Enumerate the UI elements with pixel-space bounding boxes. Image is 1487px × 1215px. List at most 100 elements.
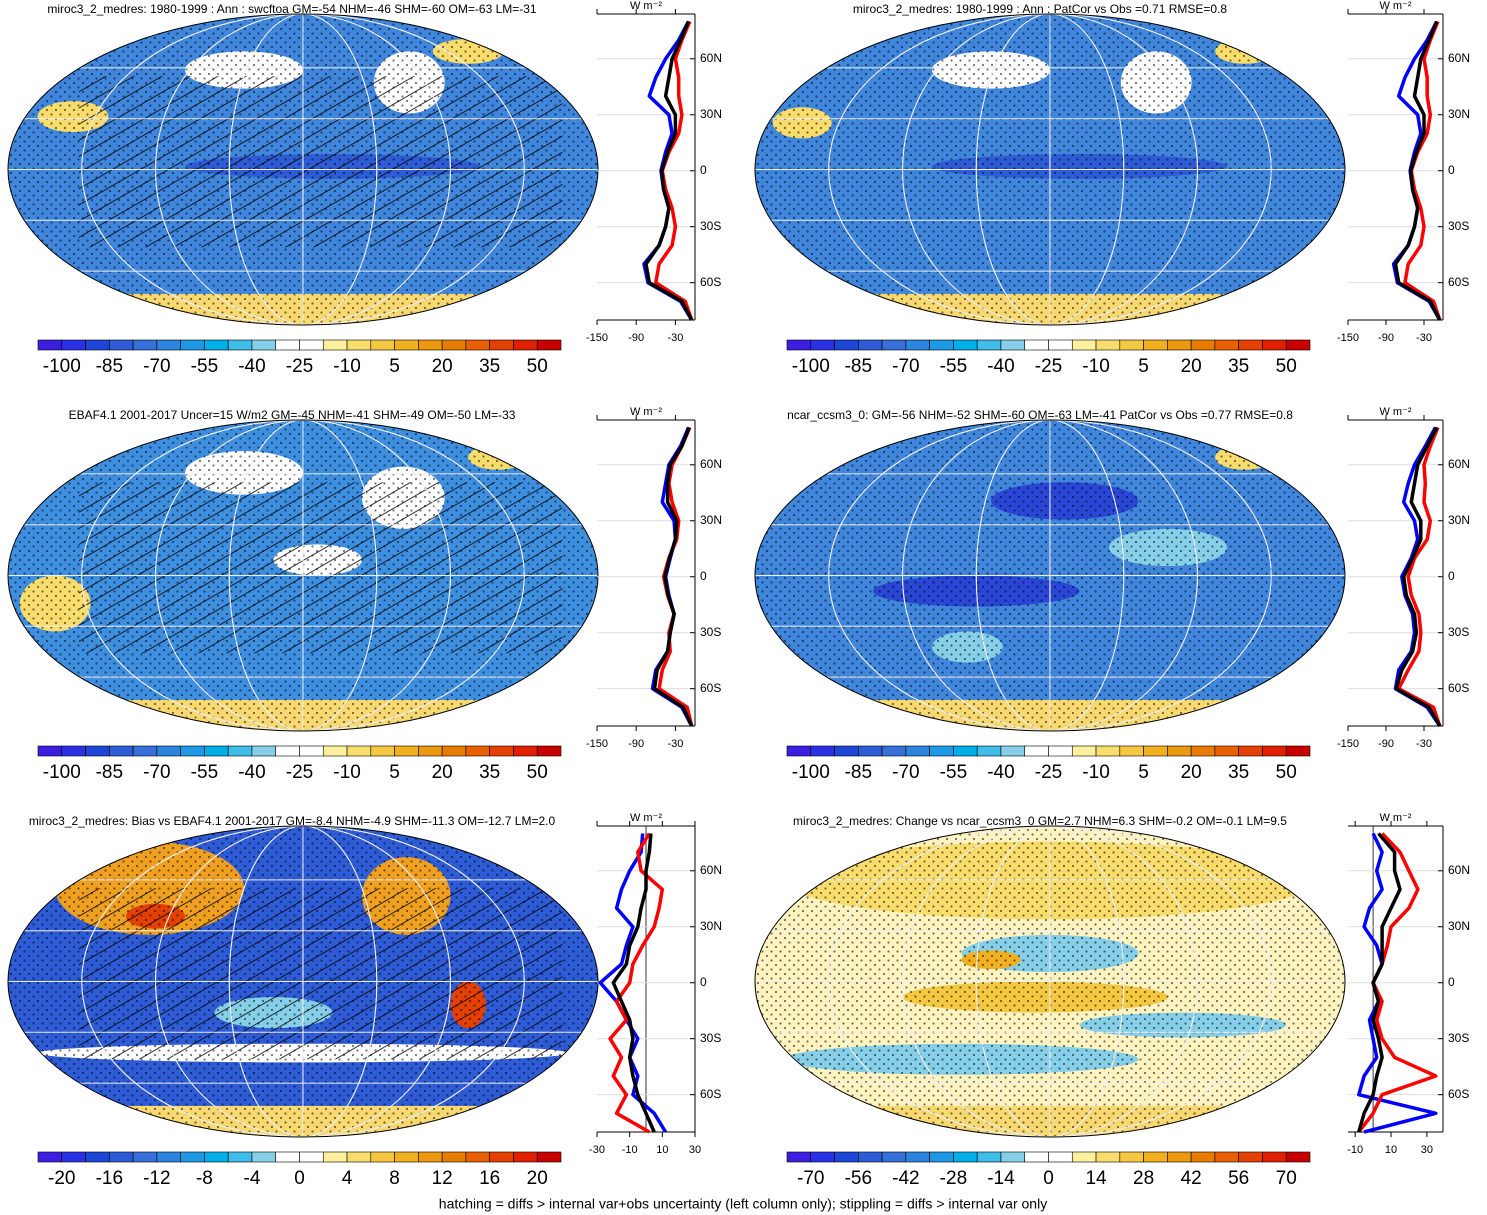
colorbar-box — [786, 339, 812, 351]
colorbar-box — [1143, 1151, 1168, 1163]
y-tick-label: 30N — [1448, 919, 1470, 933]
colorbar-label: -40 — [238, 356, 265, 377]
colorbar-label: -100 — [792, 356, 830, 377]
colorbar-box — [536, 1151, 562, 1163]
colorbar-box — [251, 339, 277, 351]
colorbar-box — [1167, 1151, 1192, 1163]
colorbar-label: -85 — [845, 762, 872, 783]
graticule — [81, 420, 525, 731]
colorbar-box — [1000, 745, 1026, 757]
zonal-line — [1357, 832, 1402, 1133]
y-tick-label: 30N — [1448, 107, 1470, 121]
colorbar-box — [858, 1151, 883, 1163]
colorbar-box — [1095, 745, 1121, 757]
colorbar-box — [953, 1151, 978, 1163]
map — [755, 420, 1345, 731]
colorbar-box — [1190, 339, 1216, 351]
colorbar-label: 14 — [1085, 1168, 1107, 1189]
colorbar-box — [394, 1151, 419, 1163]
x-tick-label: -90 — [628, 738, 644, 750]
colorbar-box — [834, 745, 859, 757]
colorbar-box — [275, 1151, 300, 1163]
zonal-line — [611, 833, 656, 1133]
colorbar-box — [1048, 1151, 1073, 1163]
colorbar-box — [418, 1151, 443, 1163]
colorbar-label: -42 — [892, 1168, 919, 1189]
x-tick-label: 30 — [1421, 1144, 1433, 1156]
colorbar-box — [881, 745, 907, 757]
map-outline — [7, 13, 599, 326]
colorbar-label: 4 — [342, 1168, 353, 1189]
colorbar-box — [976, 1151, 1002, 1163]
colorbar-label: -55 — [940, 762, 967, 783]
x-tick-label: 10 — [656, 1144, 668, 1156]
x-tick-label: -150 — [1337, 738, 1359, 750]
panel-title: ncar_ccsm3_0: GM=-56 NHM=-52 SHM=-60 OM=… — [787, 408, 1293, 422]
colorbar-box — [1048, 339, 1073, 351]
colorbar-box — [156, 745, 181, 757]
colorbar-box — [929, 1151, 954, 1163]
colorbar-label: 50 — [527, 356, 548, 377]
panel-title: miroc3_2_medres: Change vs ncar_ccsm3_0 … — [793, 814, 1287, 828]
colorbar-label: -16 — [96, 1168, 123, 1189]
colorbar-box — [394, 745, 419, 757]
colorbar-label: 5 — [389, 762, 400, 783]
colorbar-box — [418, 745, 443, 757]
colorbar-label: 35 — [479, 356, 500, 377]
colorbar-box — [976, 339, 1002, 351]
colorbar-label: -85 — [96, 356, 123, 377]
colorbar-box — [1119, 745, 1144, 757]
colorbar-box — [1119, 1151, 1144, 1163]
map-outline — [7, 825, 599, 1138]
colorbar-box — [370, 1151, 395, 1163]
axis-unit: W m⁻² — [630, 406, 662, 418]
y-tick-label: 0 — [1448, 975, 1455, 989]
map — [755, 14, 1345, 325]
colorbar-box — [858, 339, 883, 351]
graticule — [81, 826, 525, 1137]
colorbar-box — [370, 339, 395, 351]
colorbar-box — [37, 1151, 63, 1163]
colorbar-box — [1190, 745, 1216, 757]
colorbar-box — [881, 339, 907, 351]
colorbar-box — [322, 745, 348, 757]
colorbar-label: -25 — [1035, 356, 1062, 377]
colorbar-box — [85, 745, 110, 757]
graticule — [155, 826, 451, 1137]
y-tick-label: 60N — [700, 863, 722, 877]
colorbar-box — [929, 745, 954, 757]
colorbar-box — [1024, 1151, 1049, 1163]
colorbar-box — [85, 1151, 110, 1163]
panel-title: miroc3_2_medres: 1980-1999 : Ann : swcft… — [47, 2, 537, 16]
graticule — [828, 14, 1272, 325]
colorbar-box — [346, 745, 372, 757]
colorbar-box — [929, 339, 954, 351]
map-outline — [754, 13, 1346, 326]
colorbar-label: -14 — [987, 1168, 1015, 1189]
colorbar-box — [786, 1151, 812, 1163]
colorbar-label: 20 — [1181, 356, 1202, 377]
hatching — [78, 482, 563, 654]
colorbar-box — [786, 745, 812, 757]
colorbar-box — [61, 339, 86, 351]
graticule — [228, 420, 378, 731]
graticule — [902, 826, 1198, 1137]
y-tick-label: 30S — [1448, 1031, 1469, 1045]
colorbar-label: -55 — [191, 356, 218, 377]
x-tick-label: -30 — [1416, 332, 1432, 344]
colorbar-label: -85 — [845, 356, 872, 377]
colorbar-box — [441, 1151, 467, 1163]
x-tick-label: -90 — [1378, 738, 1394, 750]
colorbar-box — [109, 745, 134, 757]
colorbar-box — [1143, 745, 1168, 757]
colorbar-box — [322, 339, 348, 351]
map-outline — [754, 825, 1346, 1138]
y-tick-label: 60S — [700, 1087, 721, 1101]
x-tick-label: -10 — [1347, 1144, 1363, 1156]
colorbar-box — [418, 339, 443, 351]
colorbar-label: -25 — [286, 762, 313, 783]
colorbar-box — [905, 1151, 930, 1163]
colorbar-box — [1214, 1151, 1239, 1163]
graticule — [975, 14, 1125, 325]
x-tick-label: -30 — [589, 1144, 605, 1156]
